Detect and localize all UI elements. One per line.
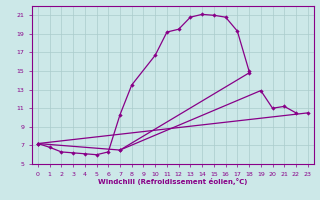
X-axis label: Windchill (Refroidissement éolien,°C): Windchill (Refroidissement éolien,°C) [98,178,247,185]
